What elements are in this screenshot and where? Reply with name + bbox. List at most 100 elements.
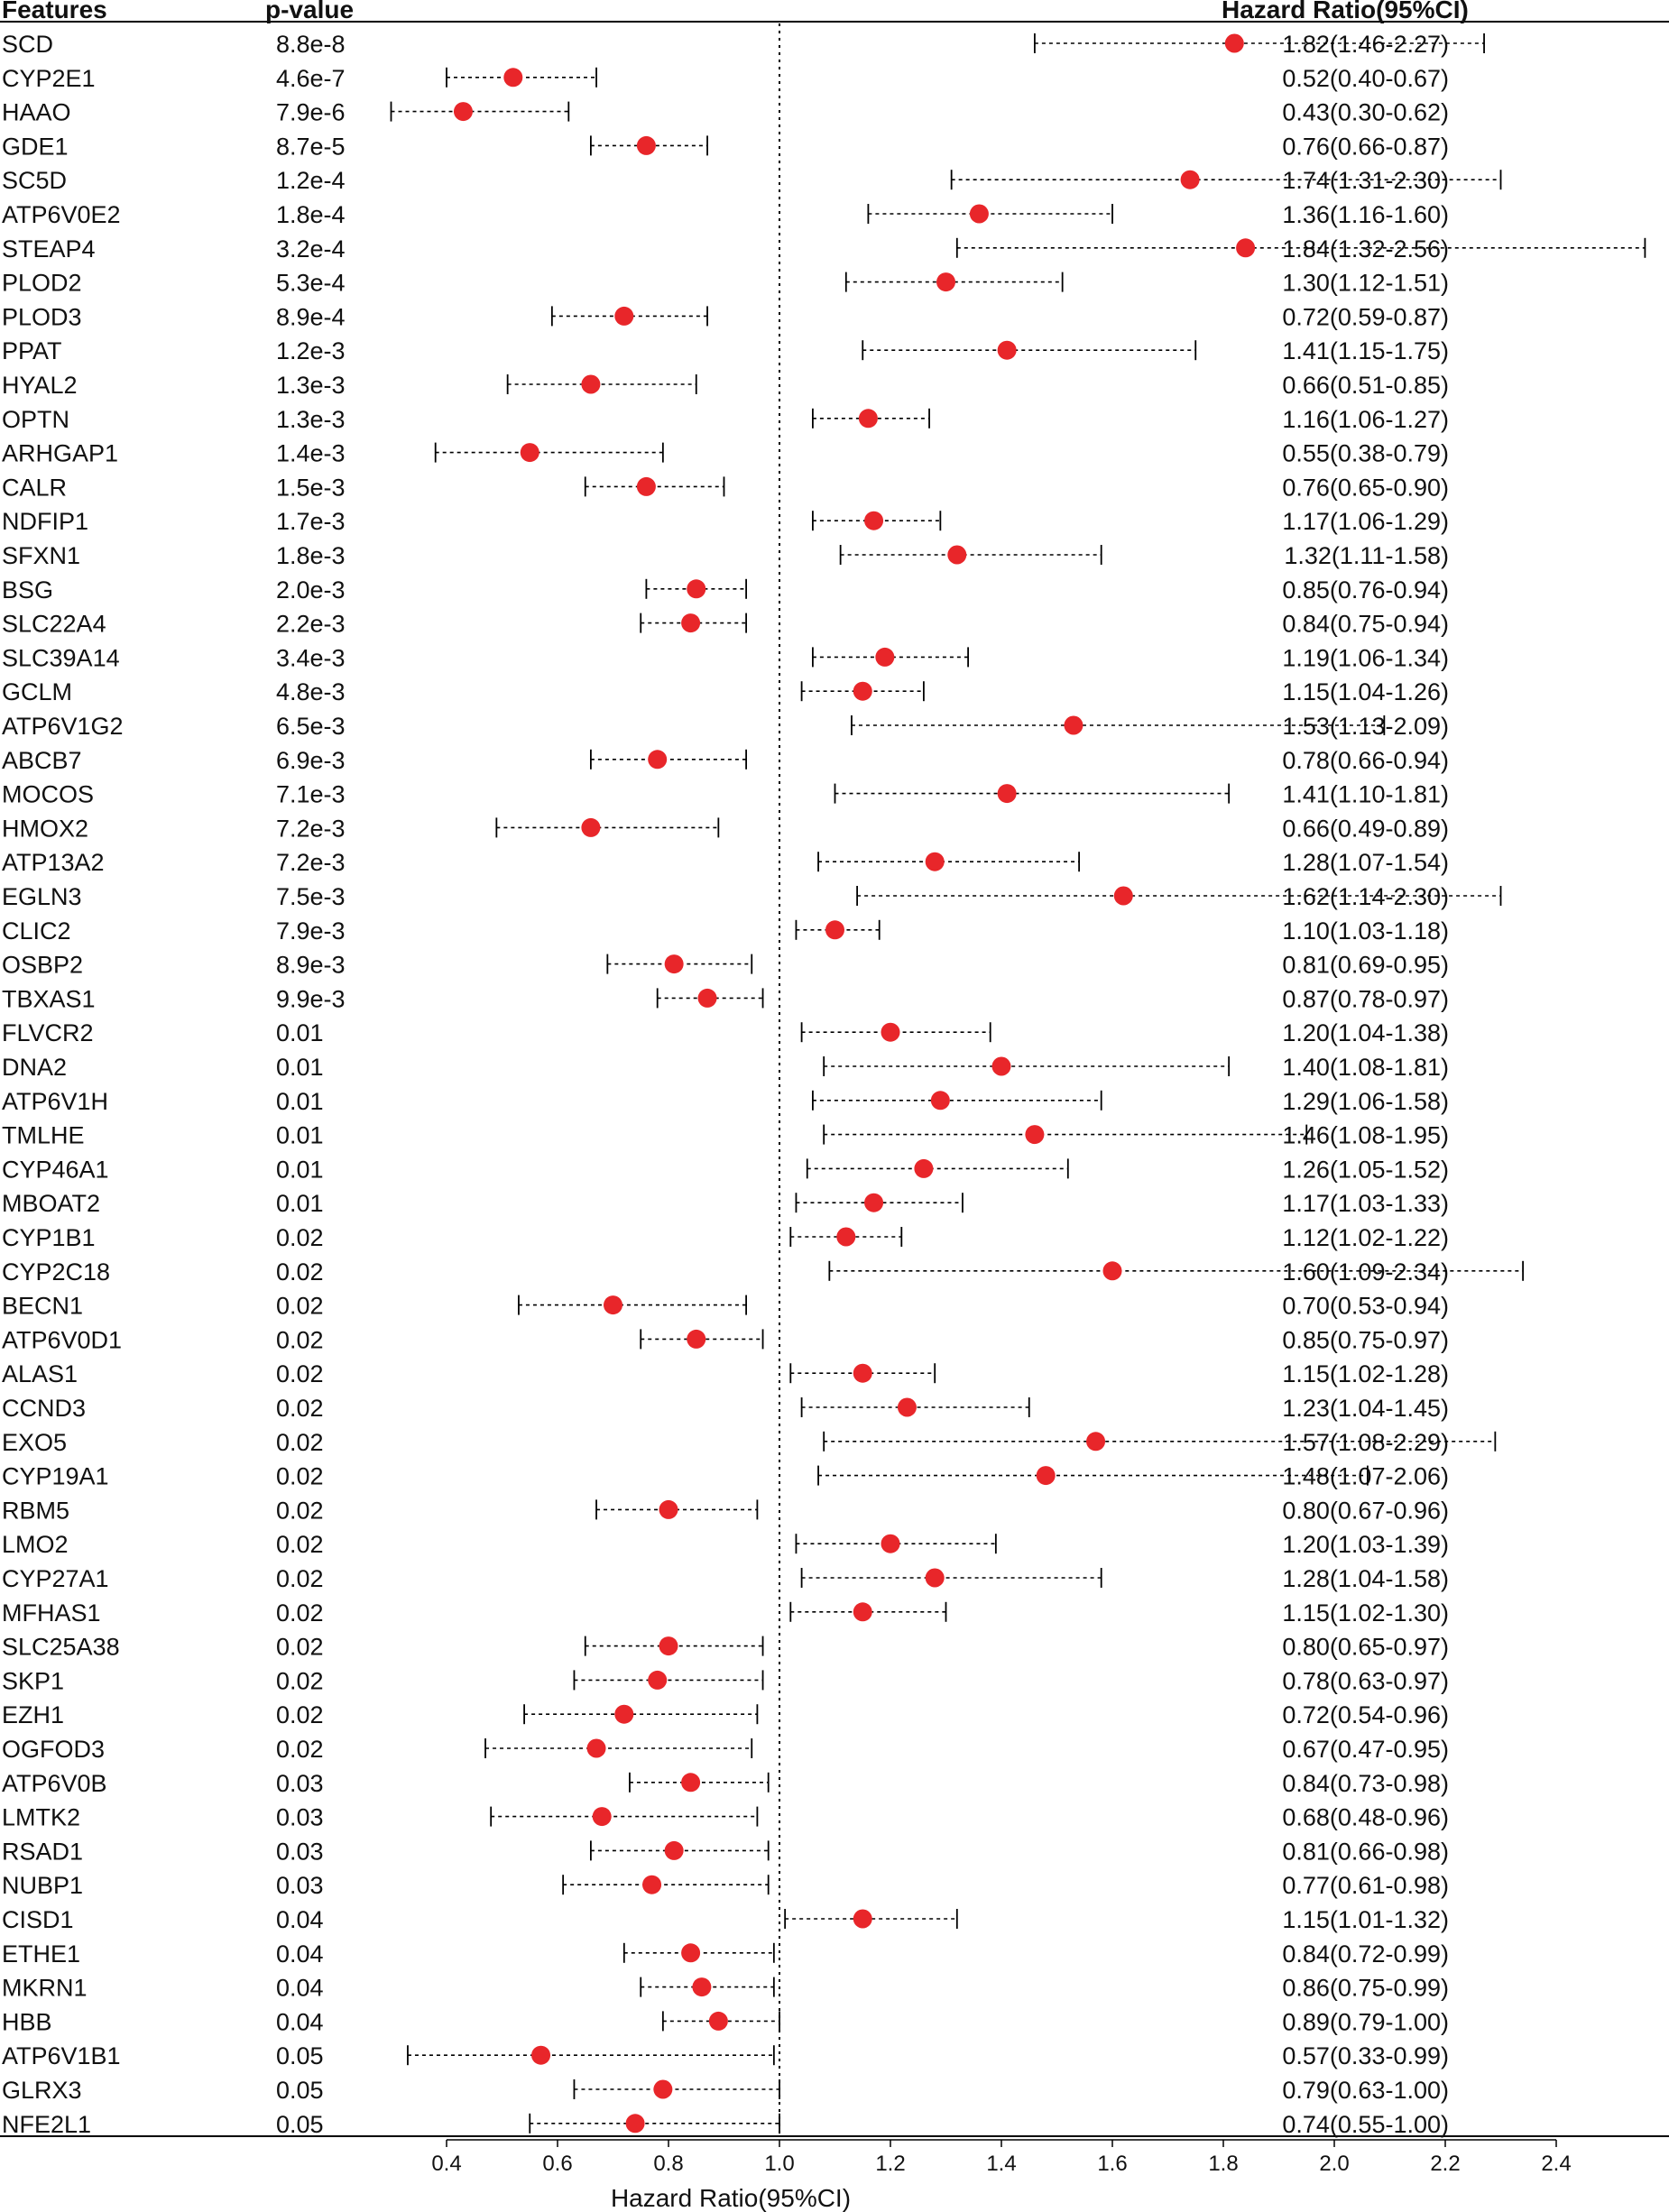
feature-label: CALR <box>2 474 67 501</box>
forest-row: NDFIP1 1.7e-3 1.17(1.06-1.29) <box>2 508 1449 535</box>
forest-row: MOCOS 7.1e-3 1.41(1.10-1.81) <box>2 781 1449 808</box>
hr-point <box>664 1840 684 1860</box>
hr-point <box>1086 1432 1106 1452</box>
feature-label: TMLHE <box>2 1122 85 1149</box>
hazard-ratio-label: 1.60(1.09-2.34) <box>1282 1258 1449 1286</box>
forest-row: CALR 1.5e-3 0.76(0.65-0.90) <box>2 474 1449 501</box>
feature-label: EXO5 <box>2 1429 67 1456</box>
hazard-ratio-label: 0.81(0.66-0.98) <box>1282 1838 1449 1865</box>
hazard-ratio-label: 1.53(1.13-2.09) <box>1282 713 1449 740</box>
pvalue-label: 4.8e-3 <box>276 678 346 705</box>
x-tick-label: 1.8 <box>1208 2152 1238 2176</box>
hr-point <box>681 1943 701 1963</box>
feature-label: CISD1 <box>2 1906 74 1933</box>
pvalue-header: p-value <box>265 0 354 23</box>
pvalue-label: 0.02 <box>276 1634 324 1661</box>
forest-row: OPTN 1.3e-3 1.16(1.06-1.27) <box>2 406 1449 433</box>
hazard-ratio-label: 0.87(0.78-0.97) <box>1282 985 1449 1012</box>
pvalue-label: 7.2e-3 <box>276 849 346 876</box>
forest-row: ATP6V1B1 0.05 0.57(0.33-0.99) <box>2 2042 1449 2069</box>
feature-label: SKP1 <box>2 1667 64 1694</box>
forest-row: HMOX2 7.2e-3 0.66(0.49-0.89) <box>2 815 1449 842</box>
x-tick-label: 2.4 <box>1541 2152 1571 2176</box>
feature-label: OSBP2 <box>2 952 83 979</box>
feature-label: LMO2 <box>2 1531 69 1558</box>
forest-row: SC5D 1.2e-4 1.74(1.31-2.30) <box>2 167 1502 194</box>
feature-label: ATP13A2 <box>2 849 105 876</box>
feature-label: OPTN <box>2 406 69 433</box>
hazard-ratio-label: 0.84(0.75-0.94) <box>1282 611 1449 638</box>
hazard-ratio-label: 0.80(0.67-0.96) <box>1282 1497 1449 1524</box>
hazard-ratio-label: 0.55(0.38-0.79) <box>1282 440 1449 467</box>
pvalue-label: 6.9e-3 <box>276 747 346 774</box>
forest-row: ARHGAP1 1.4e-3 0.55(0.38-0.79) <box>2 440 1449 467</box>
x-tick-label: 2.2 <box>1430 2152 1460 2176</box>
pvalue-label: 0.02 <box>276 1224 324 1251</box>
hazard-ratio-label: 1.17(1.03-1.33) <box>1282 1190 1449 1217</box>
feature-label: RBM5 <box>2 1497 69 1524</box>
x-axis-title: Hazard Ratio(95%CI) <box>611 2184 851 2212</box>
feature-label: ALAS1 <box>2 1360 78 1387</box>
hr-point <box>853 1602 872 1622</box>
forest-row: MBOAT2 0.01 1.17(1.03-1.33) <box>2 1190 1449 1217</box>
pvalue-label: 1.3e-3 <box>276 372 346 399</box>
hr-point <box>864 511 884 530</box>
pvalue-label: 4.6e-7 <box>276 65 346 92</box>
forest-row: CCND3 0.02 1.23(1.04-1.45) <box>2 1395 1449 1422</box>
hr-point <box>1113 886 1133 906</box>
hr-point <box>453 102 473 122</box>
forest-row: SLC39A14 3.4e-3 1.19(1.06-1.34) <box>2 644 1449 671</box>
feature-label: GCLM <box>2 678 72 705</box>
hazard-ratio-label: 0.80(0.65-0.97) <box>1282 1634 1449 1661</box>
hazard-ratio-header: Hazard Ratio(95%CI) <box>1222 0 1469 23</box>
hazard-ratio-label: 0.77(0.61-0.98) <box>1282 1872 1449 1899</box>
pvalue-label: 0.02 <box>276 1258 324 1286</box>
hazard-ratio-label: 1.16(1.06-1.27) <box>1282 406 1449 433</box>
hr-point <box>659 1499 678 1519</box>
forest-row: OSBP2 8.9e-3 0.81(0.69-0.95) <box>2 952 1449 979</box>
forest-row: CYP2C18 0.02 1.60(1.09-2.34) <box>2 1258 1524 1286</box>
pvalue-label: 0.02 <box>276 1463 324 1490</box>
forest-row: RSAD1 0.03 0.81(0.66-0.98) <box>2 1838 1449 1865</box>
forest-row: ATP6V1H 0.01 1.29(1.06-1.58) <box>2 1088 1449 1115</box>
pvalue-label: 0.02 <box>276 1531 324 1558</box>
feature-label: EZH1 <box>2 1701 64 1728</box>
hazard-ratio-label: 1.29(1.06-1.58) <box>1282 1088 1449 1115</box>
x-tick-label: 1.4 <box>986 2152 1016 2176</box>
forest-row: TBXAS1 9.9e-3 0.87(0.78-0.97) <box>2 985 1449 1012</box>
hr-point <box>648 1670 668 1690</box>
x-tick-label: 1.0 <box>764 2152 794 2176</box>
hr-point <box>969 204 989 224</box>
hr-point <box>1102 1261 1122 1281</box>
forest-row: LMO2 0.02 1.20(1.03-1.39) <box>2 1531 1449 1558</box>
pvalue-label: 0.01 <box>276 1088 324 1115</box>
hr-point <box>836 1227 856 1247</box>
hr-point <box>930 1091 950 1111</box>
pvalue-label: 0.03 <box>276 1872 324 1899</box>
pvalue-label: 1.5e-3 <box>276 474 346 501</box>
forest-row: GLRX3 0.05 0.79(0.63-1.00) <box>2 2077 1449 2104</box>
hr-point <box>853 1909 872 1929</box>
hr-point <box>614 306 634 326</box>
hazard-ratio-label: 0.84(0.72-0.99) <box>1282 1940 1449 1968</box>
pvalue-label: 0.02 <box>276 1429 324 1456</box>
hr-point <box>875 647 895 667</box>
hr-point <box>636 135 656 155</box>
feature-label: MBOAT2 <box>2 1190 100 1217</box>
pvalue-label: 0.04 <box>276 1906 324 1933</box>
forest-row: CYP2E1 4.6e-7 0.52(0.40-0.67) <box>2 65 1449 92</box>
hr-point <box>925 852 945 871</box>
feature-label: PPAT <box>2 337 62 364</box>
hr-point <box>947 545 967 565</box>
hr-point <box>997 784 1017 804</box>
pvalue-label: 0.04 <box>276 1940 324 1968</box>
forest-row: CLIC2 7.9e-3 1.10(1.03-1.18) <box>2 917 1449 945</box>
hazard-ratio-label: 1.10(1.03-1.18) <box>1282 917 1449 945</box>
hazard-ratio-label: 0.84(0.73-0.98) <box>1282 1770 1449 1797</box>
hr-point <box>991 1056 1011 1076</box>
forest-row: PPAT 1.2e-3 1.41(1.15-1.75) <box>2 337 1449 364</box>
hazard-ratio-label: 1.28(1.07-1.54) <box>1282 849 1449 876</box>
forest-row: HAAO 7.9e-6 0.43(0.30-0.62) <box>2 99 1449 126</box>
hazard-ratio-label: 1.12(1.02-1.22) <box>1282 1224 1449 1251</box>
feature-label: HBB <box>2 2008 52 2035</box>
